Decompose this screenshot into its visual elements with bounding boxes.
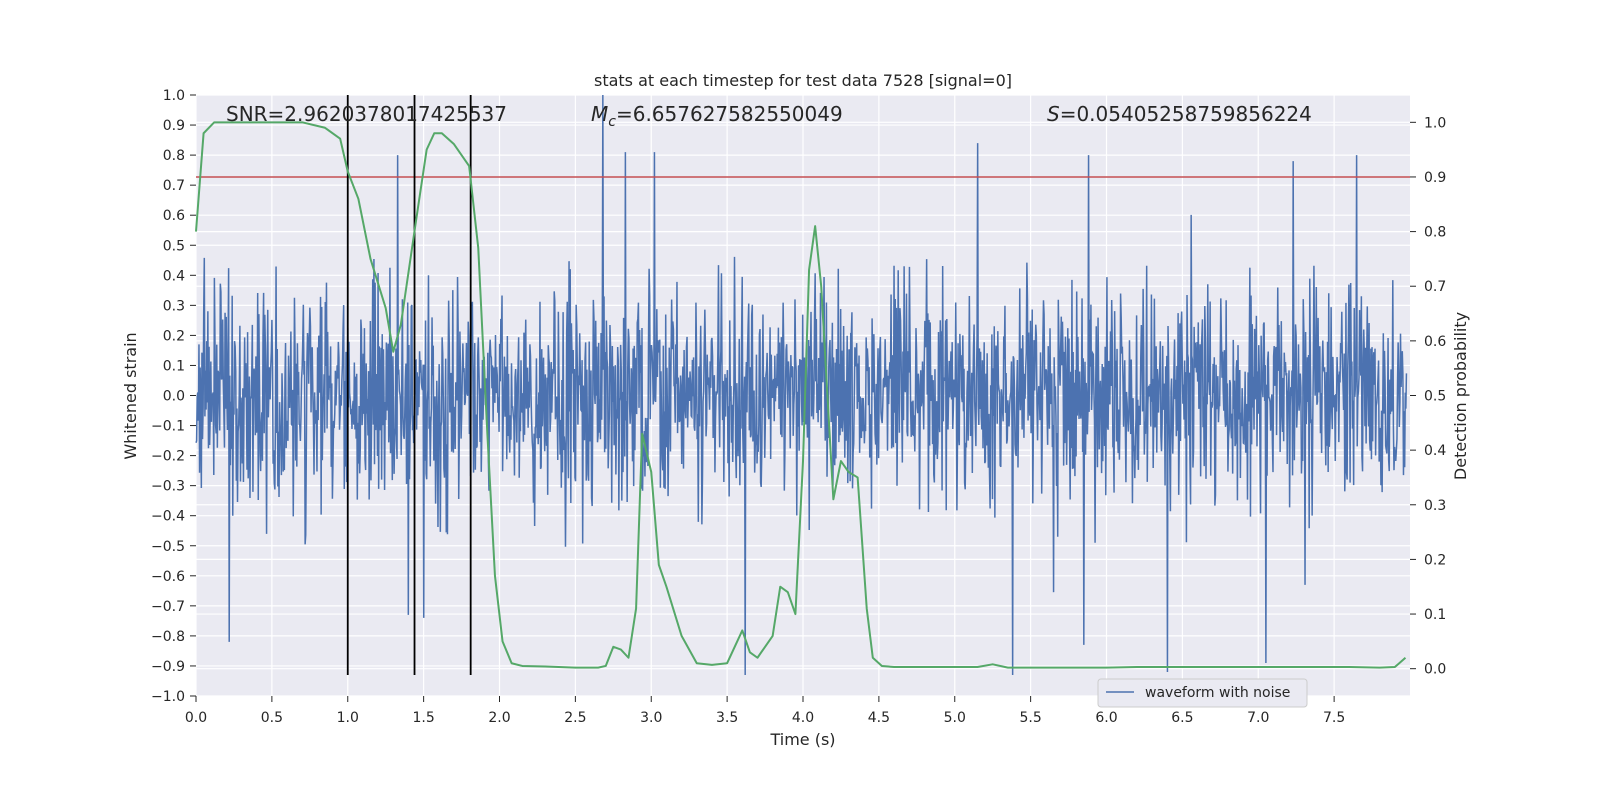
x-tick-label: 4.5 (868, 710, 890, 726)
y-axis-ticks: −1.0 −0.9 −0.8 −0.7 −0.6 −0.5 −0.4 −0.3 −0.2 −0.1… (151, 88, 196, 705)
y-tick-label: 0.6 (163, 208, 185, 224)
legend-label: waveform with noise (1145, 685, 1290, 701)
x-tick-label: 7.0 (1247, 710, 1269, 726)
y-axis-label: Whitened strain (121, 332, 140, 459)
y2-tick-label: 0.9 (1424, 170, 1446, 186)
y-tick-label: 0.8 (163, 148, 185, 164)
y-tick-label: 0.9 (163, 118, 185, 134)
y2-tick-label: 0.4 (1424, 443, 1446, 459)
y2-tick-label: 1.0 (1424, 115, 1446, 131)
y-tick-label: 0.4 (163, 268, 185, 284)
y-tick-label: 0.2 (163, 328, 185, 344)
y-tick-label: −0.6 (151, 569, 185, 585)
s-symbol: S (1047, 102, 1060, 126)
y-tick-label: −0.8 (151, 629, 185, 645)
y-tick-label: 0.3 (163, 298, 185, 314)
y-tick-label: −0.5 (151, 539, 185, 555)
y2-tick-label: 0.7 (1424, 279, 1446, 295)
y2-tick-label: 0.8 (1424, 225, 1446, 241)
mc-symbol: M (591, 102, 608, 126)
y-tick-label: −0.9 (151, 659, 185, 675)
s-annotation: S=0.05405258759856224 (1047, 102, 1312, 126)
probability-series (195, 121, 1407, 669)
x-tick-label: 5.0 (944, 710, 966, 726)
x-tick-label: 4.0 (792, 710, 814, 726)
y-tick-label: −1.0 (151, 689, 185, 705)
x-axis-label: Time (s) (769, 730, 835, 749)
chart-title: stats at each timestep for test data 752… (594, 71, 1012, 90)
y-tick-label: −0.7 (151, 599, 185, 615)
y2-tick-label: 0.1 (1424, 607, 1446, 623)
waveform-series (195, 94, 1408, 675)
x-tick-label: 7.5 (1323, 710, 1345, 726)
y2-tick-label: 0.0 (1424, 662, 1446, 678)
y2-tick-label: 0.6 (1424, 334, 1446, 350)
y-tick-label: −0.3 (151, 479, 185, 495)
y-tick-label: −0.4 (151, 509, 185, 525)
x-tick-label: 5.5 (1019, 710, 1041, 726)
y-tick-label: 0.1 (163, 358, 185, 374)
y-tick-label: 0.7 (163, 178, 185, 194)
y2-axis-label: Detection probability (1451, 312, 1470, 480)
x-tick-label: 1.5 (412, 710, 434, 726)
y-tick-label: −0.1 (151, 419, 185, 435)
marker-lines (196, 95, 1410, 675)
mc-annotation: Mc=6.657627582550049 (591, 102, 843, 130)
y-tick-label: 1.0 (163, 88, 185, 104)
x-tick-label: 6.5 (1171, 710, 1193, 726)
y-tick-label: 0.0 (163, 389, 185, 405)
x-tick-label: 0.0 (185, 710, 207, 726)
y2-axis-ticks: 0.0 0.1 0.2 0.3 0.4 0.5 0.6 0.7 0.8 0.9 1.0 (1410, 115, 1446, 678)
x-axis-ticks: 0.0 0.5 1.0 1.5 2.0 2.5 3.0 3.5 4.0 4.5 5.0 5.5 6.0 6… (185, 696, 1345, 726)
x-tick-label: 6.0 (1095, 710, 1117, 726)
mc-subscript: c (608, 114, 616, 130)
waveform-line (195, 94, 1408, 675)
s-value: =0.05405258759856224 (1060, 102, 1312, 126)
x-tick-label: 3.0 (640, 710, 662, 726)
y2-tick-label: 0.2 (1424, 552, 1446, 568)
y-tick-label: 0.5 (163, 238, 185, 254)
y2-tick-label: 0.3 (1424, 498, 1446, 514)
x-tick-label: 0.5 (261, 710, 283, 726)
x-tick-label: 2.5 (564, 710, 586, 726)
x-tick-label: 2.0 (488, 710, 510, 726)
snr-annotation: SNR=2.9620378017425537 (226, 102, 507, 126)
legend-box (1097, 678, 1308, 708)
probability-line (195, 121, 1407, 669)
y-tick-label: −0.2 (151, 449, 185, 465)
mc-value: =6.657627582550049 (616, 102, 843, 126)
x-tick-label: 3.5 (716, 710, 738, 726)
y2-tick-label: 0.5 (1424, 389, 1446, 405)
legend: waveform with noise (1097, 678, 1308, 708)
x-tick-label: 1.0 (337, 710, 359, 726)
